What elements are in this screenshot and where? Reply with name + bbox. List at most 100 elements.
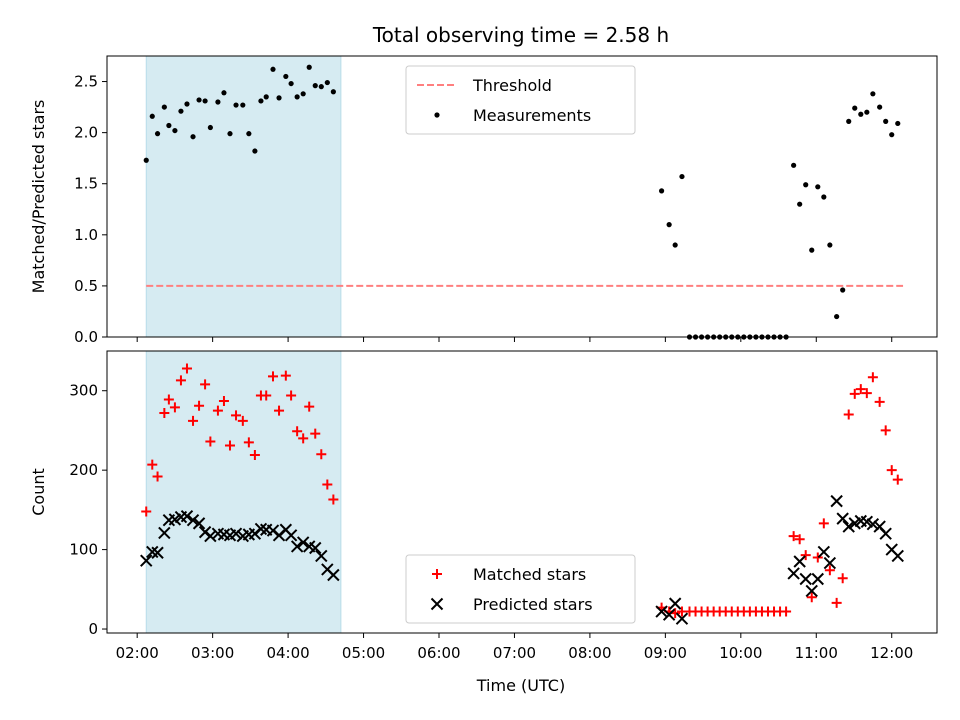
data-point xyxy=(237,415,248,426)
data-point xyxy=(180,510,194,523)
data-point xyxy=(793,555,806,568)
data-point xyxy=(274,405,285,416)
data-point xyxy=(675,612,689,625)
data-point xyxy=(292,426,303,437)
data-point xyxy=(243,437,254,448)
data-point xyxy=(181,363,192,374)
data-point xyxy=(666,222,672,228)
data-point xyxy=(809,247,815,253)
data-point xyxy=(227,131,233,137)
data-point xyxy=(892,474,903,485)
x-tick-label: 04:00 xyxy=(266,644,309,662)
x-tick-label: 06:00 xyxy=(417,644,460,662)
data-point xyxy=(286,390,297,401)
series-dot xyxy=(143,64,901,340)
data-point xyxy=(831,597,842,608)
data-point xyxy=(852,105,858,111)
data-point xyxy=(280,370,291,381)
data-point xyxy=(889,132,895,138)
data-point xyxy=(866,517,880,531)
data-point xyxy=(141,506,152,517)
data-point xyxy=(152,471,163,482)
data-point xyxy=(830,494,843,508)
data-point xyxy=(834,313,840,320)
x-tick-label: 02:00 xyxy=(116,644,159,662)
x-tick-label: 07:00 xyxy=(493,644,536,662)
data-point xyxy=(658,188,665,194)
legend: Threshold Measurements xyxy=(405,65,636,135)
data-point xyxy=(184,101,190,107)
data-point xyxy=(668,597,682,610)
data-point xyxy=(877,104,883,110)
data-point xyxy=(874,396,885,407)
data-point xyxy=(837,573,848,584)
data-point xyxy=(205,436,216,447)
data-point xyxy=(672,242,678,248)
observing-window-band xyxy=(145,350,342,634)
legend-box xyxy=(405,554,636,624)
data-point xyxy=(883,118,889,124)
data-point xyxy=(261,390,272,401)
y-axis-label: Matched/Predicted stars xyxy=(29,100,48,294)
data-point xyxy=(249,450,260,461)
data-point xyxy=(270,66,276,72)
data-point xyxy=(298,433,309,444)
data-point xyxy=(276,95,282,101)
series-plus xyxy=(141,363,903,619)
data-point xyxy=(188,415,199,426)
data-point xyxy=(886,465,897,476)
data-point xyxy=(194,400,205,411)
data-point xyxy=(895,120,901,127)
data-point xyxy=(158,526,171,540)
data-point xyxy=(799,572,812,586)
data-point xyxy=(284,529,298,542)
data-point xyxy=(861,388,872,399)
chart-title: Total observing time = 2.58 h xyxy=(372,23,669,47)
data-point xyxy=(310,428,321,439)
data-point xyxy=(815,184,821,190)
data-point xyxy=(312,83,318,89)
data-point xyxy=(821,194,827,200)
data-point xyxy=(196,97,202,103)
data-point xyxy=(824,565,835,576)
data-point xyxy=(221,90,227,96)
data-point xyxy=(823,556,837,570)
data-point xyxy=(143,157,149,163)
y-tick-label: 2.0 xyxy=(74,124,98,142)
data-point xyxy=(229,527,243,540)
y-tick-label: 1.5 xyxy=(74,175,98,193)
data-point xyxy=(204,529,217,543)
data-point xyxy=(891,549,904,563)
data-point xyxy=(316,449,327,460)
data-point xyxy=(879,527,892,540)
data-point xyxy=(880,425,891,436)
data-point xyxy=(290,540,304,553)
data-point xyxy=(328,494,339,505)
legend: Matched stars Predicted stars xyxy=(405,554,636,624)
data-point xyxy=(231,410,242,421)
data-point xyxy=(169,402,180,413)
legend-label: Matched stars xyxy=(473,565,586,584)
data-point xyxy=(803,182,809,188)
data-point xyxy=(781,606,792,617)
data-point xyxy=(268,371,278,382)
data-point xyxy=(252,148,258,154)
x-tick-label: 09:00 xyxy=(644,644,687,662)
y-tick-label: 0 xyxy=(88,620,98,638)
data-point xyxy=(679,173,685,180)
data-point xyxy=(218,396,229,407)
data-point xyxy=(240,102,246,108)
data-point xyxy=(324,79,330,86)
legend-label: Threshold xyxy=(472,76,552,95)
data-point xyxy=(858,111,864,117)
data-point xyxy=(246,131,252,137)
data-point xyxy=(309,541,322,555)
data-point xyxy=(791,162,797,168)
data-point xyxy=(797,201,803,207)
data-point xyxy=(840,287,846,293)
data-point xyxy=(147,459,158,470)
y-tick-label: 0.5 xyxy=(74,277,98,295)
data-point xyxy=(172,127,178,134)
data-point xyxy=(175,375,186,386)
